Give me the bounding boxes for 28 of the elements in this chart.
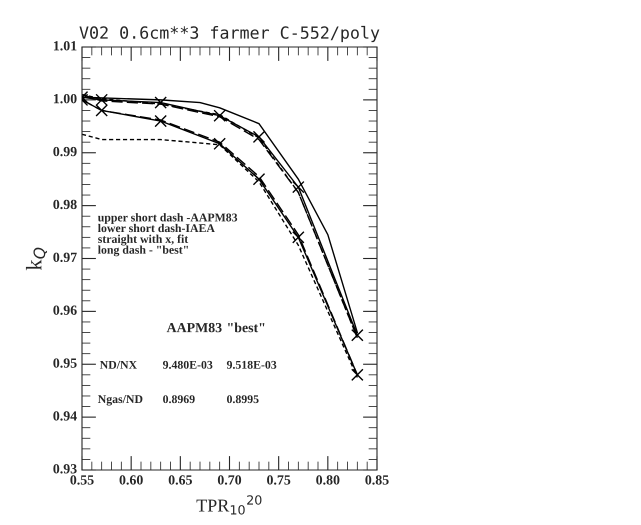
- y-tick-label: 0.93: [53, 464, 77, 474]
- x-tick-label: 0.75: [267, 475, 290, 485]
- annotation: "best": [228, 322, 264, 332]
- y-tick-label: 0.96: [53, 305, 77, 315]
- y-tick-label: 0.94: [53, 411, 77, 421]
- y-tick-label: 1.00: [54, 94, 77, 104]
- y-tick-label: 0.95: [53, 358, 77, 368]
- y-axis-title: k$_{Q}$: [26, 248, 48, 270]
- annotation: ND/NX: [100, 360, 137, 369]
- annotation: AAPM83: [166, 322, 222, 332]
- annotation: upper short dash -AAPM83 lower short dash-IAEA straight with x, fit long dash - "best": [98, 213, 238, 256]
- x-tick-label: 0.55: [70, 475, 94, 485]
- x-axis-title: TPR$_{10}$$^{20}$: [196, 495, 262, 515]
- x-tick-label: 0.85: [365, 475, 389, 485]
- x-tick-label: 0.65: [168, 475, 192, 485]
- annotation: 9.518E-03: [226, 360, 276, 369]
- chart-title: V02 0.6cm**3 farmer C-552/poly: [79, 26, 380, 42]
- y-tick-label: 0.97: [53, 252, 77, 262]
- x-tick-label: 0.80: [316, 475, 340, 485]
- annotation: 0.8969: [163, 395, 195, 404]
- x-tick-label: 0.60: [120, 475, 143, 485]
- y-tick-label: 0.98: [53, 200, 77, 210]
- annotation: 9.480E-03: [162, 360, 212, 369]
- y-tick-label: 0.99: [53, 146, 77, 156]
- annotation: 0.8995: [227, 395, 259, 404]
- annotation: Ngas/ND: [98, 395, 142, 406]
- x-tick-label: 0.70: [218, 475, 242, 485]
- y-tick-label: 1.01: [54, 41, 76, 51]
